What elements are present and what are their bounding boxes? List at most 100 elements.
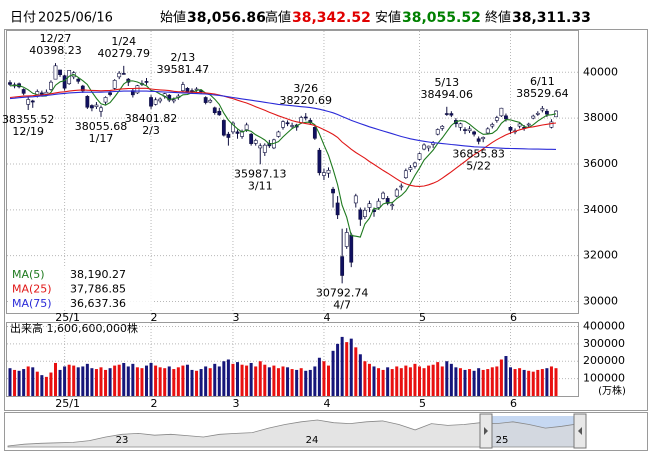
navigator-label: 23 bbox=[116, 435, 129, 446]
candle-body bbox=[185, 88, 190, 93]
annotation-date: 3/26 bbox=[293, 82, 318, 95]
candle-body bbox=[549, 121, 554, 128]
candle-body bbox=[276, 131, 281, 137]
header-value: 38,342.52 bbox=[292, 10, 371, 26]
candle-body bbox=[249, 133, 254, 144]
volume-bar bbox=[231, 363, 235, 396]
volume-bar bbox=[554, 368, 558, 396]
x-tick-label: 4 bbox=[323, 397, 330, 410]
annotation-value: 38355.52 bbox=[2, 113, 55, 126]
candle-body bbox=[485, 128, 490, 134]
candle-body bbox=[190, 90, 194, 92]
annotation-value: 38401.82 bbox=[125, 112, 178, 125]
ma-line bbox=[9, 90, 557, 150]
candle-body bbox=[322, 172, 326, 176]
candle-body bbox=[112, 80, 117, 89]
volume-bar bbox=[486, 369, 490, 396]
annotation-value: 35987.13 bbox=[234, 167, 287, 180]
candle-body bbox=[367, 203, 372, 208]
candle-body bbox=[135, 85, 140, 94]
candle-body bbox=[208, 100, 213, 103]
volume-unit: (万株) bbox=[598, 384, 626, 397]
volume-bar bbox=[94, 369, 98, 396]
candle-body bbox=[226, 133, 231, 138]
chart-frame bbox=[4, 29, 648, 411]
candle-body bbox=[394, 189, 399, 197]
candle-body bbox=[235, 131, 240, 134]
date-label: 日付 bbox=[10, 11, 36, 26]
candle-body bbox=[303, 116, 308, 119]
candle-body bbox=[340, 256, 345, 276]
volume-bar bbox=[276, 368, 280, 396]
candle-body bbox=[472, 131, 477, 135]
annotation-value: 38529.64 bbox=[516, 87, 569, 100]
candle-body bbox=[231, 122, 235, 133]
volume-bar bbox=[495, 366, 499, 396]
candle-body bbox=[413, 162, 417, 167]
candle-body bbox=[26, 99, 31, 105]
candle-body bbox=[440, 125, 445, 129]
candle-body bbox=[344, 232, 349, 247]
candle-body bbox=[517, 123, 522, 127]
volume-bar bbox=[399, 368, 403, 396]
candle-body bbox=[85, 96, 90, 108]
legend-value: 37,786.85 bbox=[70, 283, 126, 296]
volume-bar bbox=[154, 365, 158, 396]
annotation-date: 2/13 bbox=[171, 51, 196, 64]
annotation-date: 4/7 bbox=[333, 298, 351, 311]
legend-name: MA(75) bbox=[12, 297, 52, 310]
candle-body bbox=[390, 204, 395, 207]
candle-body bbox=[444, 113, 449, 115]
volume-bar bbox=[358, 354, 362, 396]
volume-bar bbox=[222, 361, 226, 396]
candle-body bbox=[540, 108, 545, 111]
candle-body bbox=[508, 126, 513, 131]
volume-bar bbox=[509, 367, 512, 396]
header-label: 高値 bbox=[265, 10, 291, 26]
x-tick-label: 25/1 bbox=[55, 311, 80, 324]
volume-bar bbox=[436, 362, 440, 396]
volume-bar bbox=[167, 366, 171, 396]
volume-bar bbox=[204, 366, 208, 396]
volume-bar bbox=[145, 365, 148, 396]
candle-body bbox=[476, 138, 481, 142]
candle-body bbox=[171, 99, 176, 102]
candle-body bbox=[458, 123, 463, 128]
candle-body bbox=[376, 200, 381, 208]
candle-body bbox=[381, 192, 386, 199]
volume-bar bbox=[67, 364, 71, 396]
volume-bar bbox=[349, 338, 353, 396]
volume-bar bbox=[377, 368, 381, 396]
volume-bar bbox=[317, 357, 321, 396]
candle-body bbox=[253, 140, 258, 144]
volume-bar bbox=[122, 362, 126, 396]
volume-bar bbox=[286, 367, 290, 396]
y-tick-label: 30000 bbox=[583, 295, 618, 308]
candle-body bbox=[494, 117, 499, 121]
candle-body bbox=[117, 72, 122, 78]
volume-bar bbox=[49, 372, 53, 396]
candle-body bbox=[49, 81, 53, 90]
x-tick-label: 3 bbox=[232, 311, 239, 324]
y-tick-label: 38000 bbox=[583, 111, 618, 124]
annotation-date: 1/17 bbox=[89, 132, 114, 145]
handle-arrow bbox=[578, 427, 582, 435]
candle-body bbox=[181, 84, 185, 91]
volume-bar bbox=[518, 368, 522, 396]
volume-bar bbox=[8, 368, 12, 396]
volume-bar bbox=[208, 368, 212, 396]
candle-body bbox=[349, 234, 354, 263]
annotation-value: 30792.74 bbox=[316, 286, 369, 299]
volume-bar bbox=[458, 368, 462, 396]
y-tick-label: 34000 bbox=[583, 203, 618, 216]
candle-body bbox=[544, 110, 549, 115]
volume-bar bbox=[117, 364, 121, 396]
x-tick-label: 2 bbox=[151, 311, 158, 324]
volume-bar bbox=[281, 366, 285, 396]
volume-bar bbox=[31, 367, 35, 396]
volume-bar bbox=[108, 368, 112, 396]
y-tick-label: 300000 bbox=[583, 337, 625, 350]
price-panel bbox=[6, 30, 579, 314]
annotation-date: 2/3 bbox=[142, 124, 160, 137]
